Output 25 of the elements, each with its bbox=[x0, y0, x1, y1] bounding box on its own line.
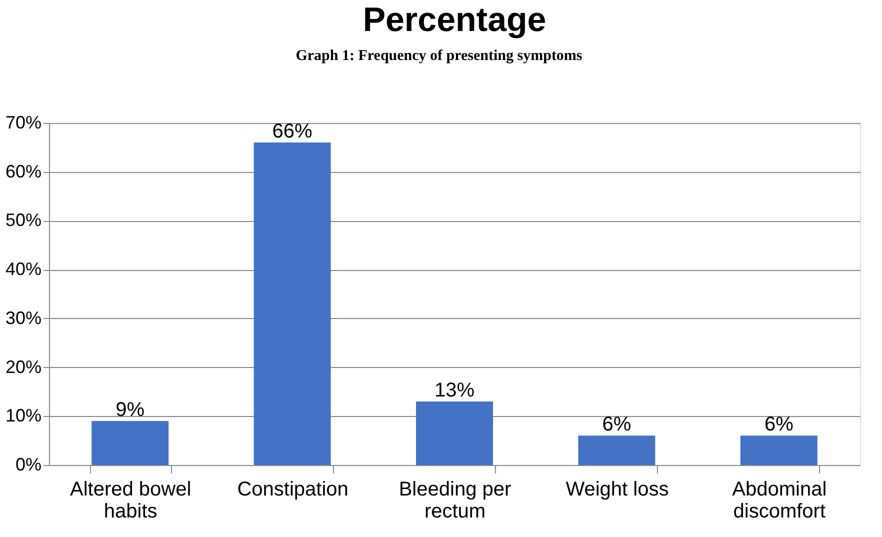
data-label: 6% bbox=[602, 414, 632, 436]
bar bbox=[740, 436, 818, 465]
bar bbox=[254, 142, 331, 465]
x-tick-label: Bleeding per rectum bbox=[398, 478, 512, 522]
bar bbox=[92, 421, 169, 465]
x-tick-label: Constipation bbox=[237, 478, 348, 500]
bar bbox=[416, 401, 493, 465]
x-tick-label: Abdominal discomfort bbox=[732, 478, 827, 522]
y-tick-label: 30% bbox=[5, 308, 42, 328]
y-tick-label: 0% bbox=[15, 454, 42, 474]
data-label: 9% bbox=[116, 399, 145, 422]
data-label: 66% bbox=[272, 120, 313, 143]
x-tick-label: Altered bowel habits bbox=[70, 478, 192, 522]
y-tick-label: 50% bbox=[5, 210, 42, 230]
bar bbox=[578, 436, 656, 465]
y-tick-label: 20% bbox=[5, 356, 42, 377]
y-tick-label: 70% bbox=[5, 112, 42, 132]
y-tick-label: 10% bbox=[5, 406, 42, 426]
data-label: 6% bbox=[764, 414, 794, 436]
chart-title: Percentage bbox=[362, 1, 546, 39]
y-tick-label: 60% bbox=[5, 161, 42, 182]
data-label: 13% bbox=[434, 379, 475, 402]
x-tick-label: Weight loss bbox=[566, 478, 669, 500]
caption: Graph 1: Frequency of presenting symptoms bbox=[296, 48, 582, 64]
y-tick-label: 40% bbox=[5, 259, 42, 280]
